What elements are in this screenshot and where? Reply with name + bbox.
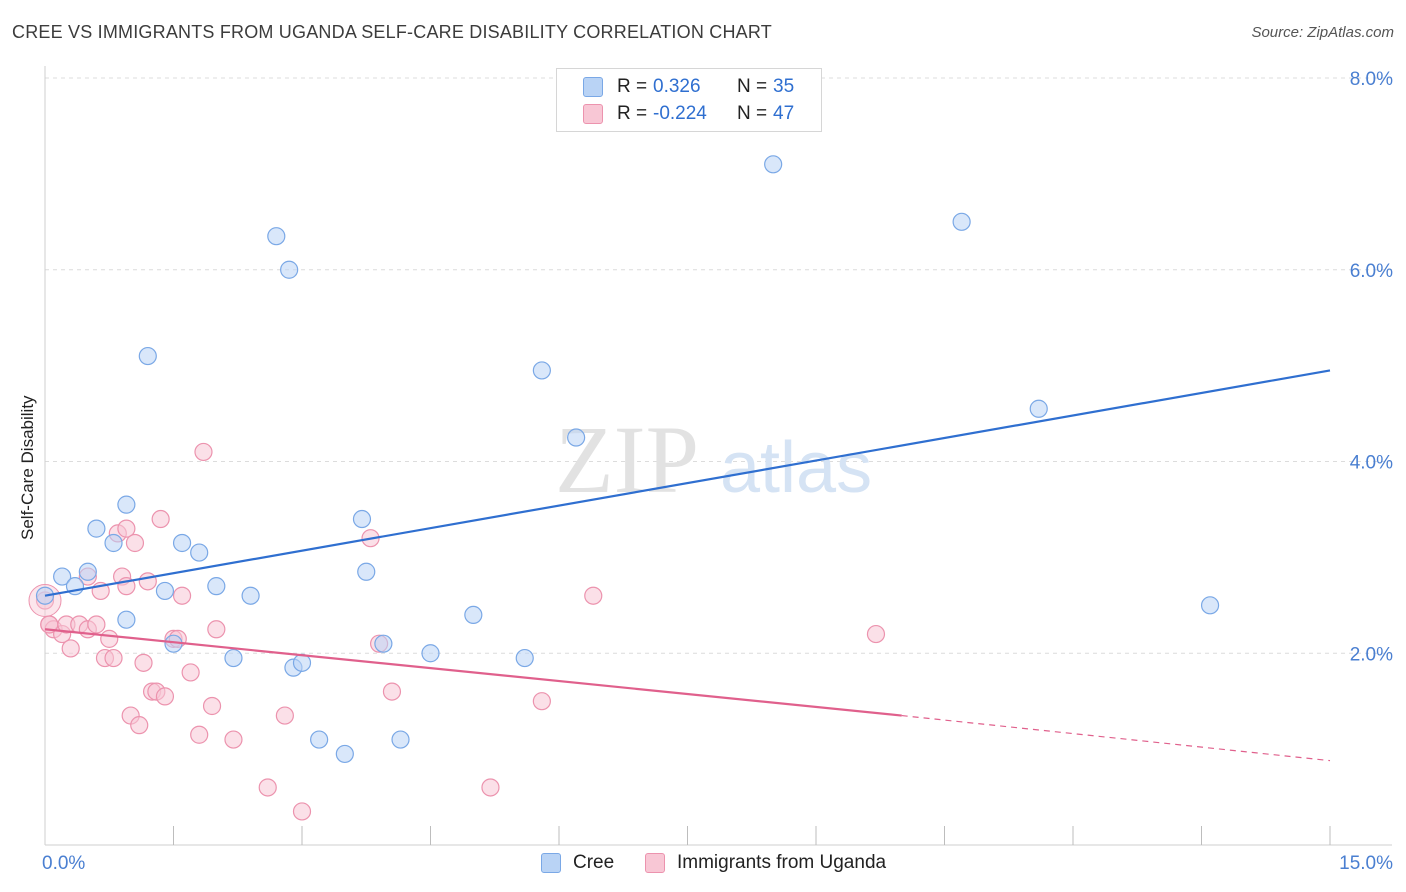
uganda-point [181, 663, 200, 682]
uganda-point [117, 519, 136, 538]
cree-point [267, 227, 286, 246]
cree-point [357, 562, 376, 581]
cree-point [764, 155, 783, 174]
cree-point [241, 586, 260, 605]
cree-point [207, 577, 226, 596]
legend-r-label: R = [617, 76, 648, 97]
uganda-point [532, 692, 551, 711]
legend-cree-label: Cree [573, 852, 615, 873]
uganda-point [61, 639, 80, 658]
uganda-point [202, 696, 222, 716]
uganda-point [104, 648, 123, 668]
legend-row-cree: R = 0.326 N = 35 [583, 75, 794, 99]
cree-point [374, 634, 393, 653]
uganda-trend-line [44, 628, 902, 717]
cree-point [352, 509, 372, 529]
uganda-point [87, 615, 106, 634]
uganda-point [207, 620, 226, 639]
uganda-point [155, 687, 175, 706]
cree-point [172, 533, 192, 553]
legend-n-label: N = [737, 103, 768, 124]
uganda-point [224, 730, 243, 749]
uganda-point [134, 653, 153, 672]
cree-point [464, 605, 483, 625]
uganda-point [258, 778, 277, 797]
legend-item-uganda: Immigrants from Uganda [645, 852, 886, 874]
uganda-point [584, 586, 603, 605]
source-label: Source: ZipAtlas.com [1251, 24, 1394, 41]
cree-point [310, 730, 329, 749]
trend-lines [44, 369, 1331, 762]
cree-point [53, 567, 72, 586]
cree-point [515, 648, 534, 668]
legend-r-value: -0.224 [653, 103, 707, 124]
cree-trend-line [44, 369, 1331, 597]
cree-legend-swatch [541, 853, 561, 873]
y-tick-label: 4.0% [1350, 453, 1393, 474]
uganda-point [125, 533, 145, 553]
cree-swatch [583, 77, 603, 97]
cree-point [117, 495, 136, 514]
uganda-point [481, 778, 500, 797]
y-tick-label: 6.0% [1350, 261, 1393, 282]
uganda-point [866, 624, 886, 644]
uganda-point [172, 586, 192, 605]
uganda-point [190, 725, 209, 744]
legend-r-value: 0.326 [653, 76, 701, 97]
uganda-swatch [583, 104, 603, 124]
x-tick-label: 15.0% [1339, 853, 1393, 874]
legend-n-value: 47 [773, 103, 795, 124]
uganda-point [138, 572, 157, 591]
series-legend: Cree Immigrants from Uganda [0, 852, 1406, 878]
cree-point [335, 744, 354, 764]
cree-point [138, 346, 157, 366]
watermark: ZIP atlas [555, 406, 872, 513]
gridlines [45, 77, 1392, 654]
x-tick-label: 0.0% [42, 853, 85, 874]
uganda-point [100, 629, 119, 648]
cree-point [567, 428, 586, 447]
uganda-point [151, 509, 170, 529]
cree-point [391, 730, 410, 749]
uganda-trend-extension [901, 714, 1331, 762]
cree-point [224, 648, 243, 668]
legend-r-label: R = [617, 103, 648, 124]
legend-uganda-label: Immigrants from Uganda [677, 852, 887, 873]
legend-n-label: N = [737, 76, 768, 97]
legend-n-value: 35 [773, 76, 795, 97]
uganda-point [130, 716, 149, 735]
y-tick-label: 2.0% [1350, 644, 1393, 665]
chart-title: CREE VS IMMIGRANTS FROM UGANDA SELF-CARE… [12, 22, 772, 42]
cree-point [280, 260, 299, 279]
cree-point [104, 533, 123, 553]
correlation-legend: R = 0.326 N = 35 R = -0.224 N = 47 [556, 68, 822, 132]
cree-point [952, 212, 971, 231]
y-tick-label: 8.0% [1350, 69, 1393, 90]
cree-point [532, 361, 551, 380]
cree-point [190, 543, 209, 562]
cree-point [117, 610, 136, 629]
axes [44, 66, 1392, 846]
x-tick-labels: 0.0% 15.0% [42, 853, 1393, 874]
watermark-atlas: atlas [720, 428, 872, 508]
cree-point [292, 653, 312, 672]
watermark-zip: ZIP [555, 406, 699, 513]
cree-point [155, 581, 175, 601]
uganda-legend-swatch [645, 853, 665, 873]
cree-point [1200, 596, 1220, 615]
cree-point [78, 562, 97, 581]
uganda-point [275, 706, 294, 725]
cree-point [1029, 399, 1048, 418]
y-tick-labels: 2.0% 4.0% 6.0% 8.0% [1350, 69, 1393, 665]
legend-row-uganda: R = -0.224 N = 47 [583, 102, 794, 126]
cree-point [87, 519, 106, 538]
y-axis-label: Self-Care Disability [18, 395, 37, 540]
legend-item-cree: Cree [541, 852, 614, 874]
uganda-point [194, 442, 213, 462]
uganda-point [382, 682, 402, 701]
cree-point [421, 644, 440, 663]
uganda-point [292, 802, 312, 821]
